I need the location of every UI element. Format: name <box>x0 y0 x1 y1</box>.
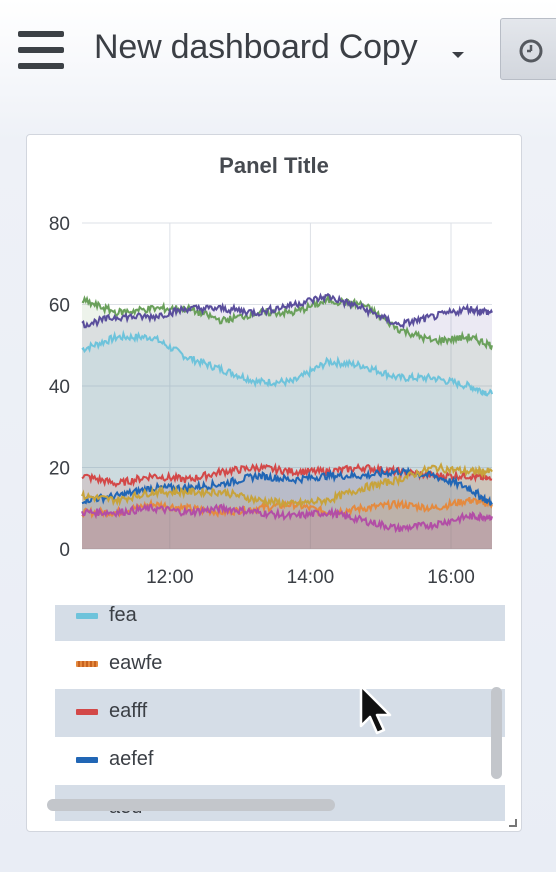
series-line <box>81 502 493 534</box>
legend-color-swatch[interactable] <box>76 757 98 763</box>
legend-item[interactable]: eawfe <box>55 641 505 689</box>
legend-item[interactable]: aefef <box>55 737 505 785</box>
y-tick-label: 80 <box>49 214 70 235</box>
legend-horizontal-scrollbar[interactable] <box>47 799 335 811</box>
panel-title[interactable]: Panel Title <box>219 153 329 178</box>
legend-item[interactable]: fea <box>55 605 505 641</box>
x-tick-label: 14:00 <box>287 567 335 588</box>
hamburger-menu-icon[interactable] <box>18 31 64 69</box>
y-tick-label: 20 <box>49 459 70 480</box>
series-line <box>81 294 493 351</box>
legend-color-swatch[interactable] <box>76 613 98 619</box>
legend-color-swatch[interactable] <box>76 661 98 667</box>
legend-label: fea <box>109 605 137 626</box>
dashboard-title[interactable]: New dashboard Copy <box>94 28 418 66</box>
top-navbar: New dashboard Copy <box>0 0 556 100</box>
legend-item[interactable]: eafff <box>55 689 505 737</box>
time-picker-button[interactable] <box>500 18 556 80</box>
series-line <box>81 329 493 397</box>
legend-label: aefef <box>109 748 154 770</box>
y-tick-label: 60 <box>49 296 70 317</box>
x-tick-label: 12:00 <box>146 567 194 588</box>
legend-table: feaeawfeeafffaefefaeu <box>55 605 505 821</box>
legend-label: eawfe <box>109 652 163 674</box>
x-tick-label: 16:00 <box>427 567 475 588</box>
caret-down-icon[interactable] <box>452 52 464 58</box>
clock-icon <box>519 39 543 63</box>
legend-color-swatch[interactable] <box>76 709 98 715</box>
mouse-pointer-icon <box>359 684 392 735</box>
y-tick-label: 40 <box>49 377 70 398</box>
series-line <box>81 462 493 509</box>
graph-panel: Panel Title 0 20 40 60 80 12:00 14:00 16:00 fea… <box>26 134 522 832</box>
series-line <box>81 292 493 329</box>
panel-resize-handle-icon[interactable] <box>505 815 517 827</box>
legend-label: eafff <box>109 700 148 722</box>
time-series-chart[interactable]: 0 20 40 60 80 12:00 14:00 16:00 <box>27 135 521 605</box>
y-tick-label: 0 <box>59 540 70 561</box>
legend-vertical-scrollbar[interactable] <box>491 687 502 779</box>
series-area <box>82 504 492 549</box>
